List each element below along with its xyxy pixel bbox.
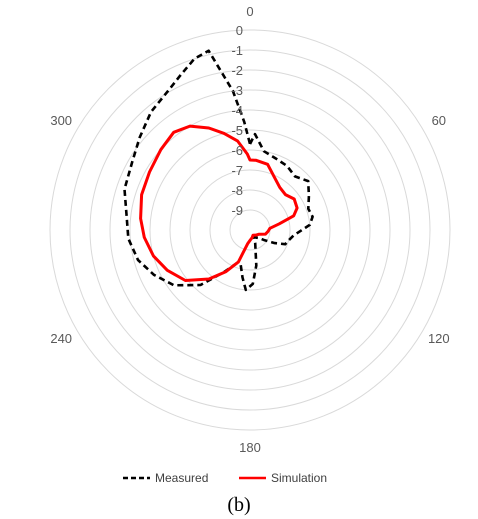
series-layer (123, 49, 314, 292)
series-line-measured (123, 49, 314, 292)
angular-tick-label: 0 (246, 4, 253, 19)
legend-label-simulation: Simulation (271, 471, 327, 485)
legend-label-measured: Measured (155, 471, 208, 485)
angular-tick-label: 300 (50, 113, 72, 128)
grid-ring (49, 29, 451, 431)
angular-tick-label: 120 (428, 331, 450, 346)
grid-ring (209, 189, 291, 271)
grid-ring (149, 129, 351, 331)
radial-tick-label: -5 (231, 123, 243, 138)
radial-tick-label: -3 (231, 83, 243, 98)
angular-tick-labels: 0 60 120 180 240 300 (50, 4, 449, 455)
grid-ring (109, 89, 391, 371)
angular-tick-label: 60 (432, 113, 446, 128)
grid-ring (69, 49, 431, 411)
figure-caption: (b) (227, 494, 250, 516)
angular-tick-label: 240 (50, 331, 72, 346)
legend: Measured Simulation (123, 471, 327, 485)
radial-grid (49, 29, 451, 431)
radial-tick-label: -8 (231, 183, 243, 198)
radial-tick-label: 0 (236, 23, 243, 38)
grid-ring (129, 109, 371, 351)
radial-tick-label: -4 (231, 103, 243, 118)
grid-ring (169, 149, 331, 311)
radial-tick-labels: 0 -1 -2 -3 -4 -5 -6 -7 -8 -9 (231, 23, 243, 218)
angular-tick-label: 180 (239, 440, 261, 455)
grid-ring (89, 69, 411, 391)
series-line-simulation (139, 124, 299, 282)
radial-tick-label: -6 (231, 143, 243, 158)
radial-tick-label: -1 (231, 43, 243, 58)
radial-tick-label: -9 (231, 203, 243, 218)
grid-ring (189, 169, 311, 291)
radial-tick-label: -7 (231, 163, 243, 178)
radial-tick-label: -2 (231, 63, 243, 78)
